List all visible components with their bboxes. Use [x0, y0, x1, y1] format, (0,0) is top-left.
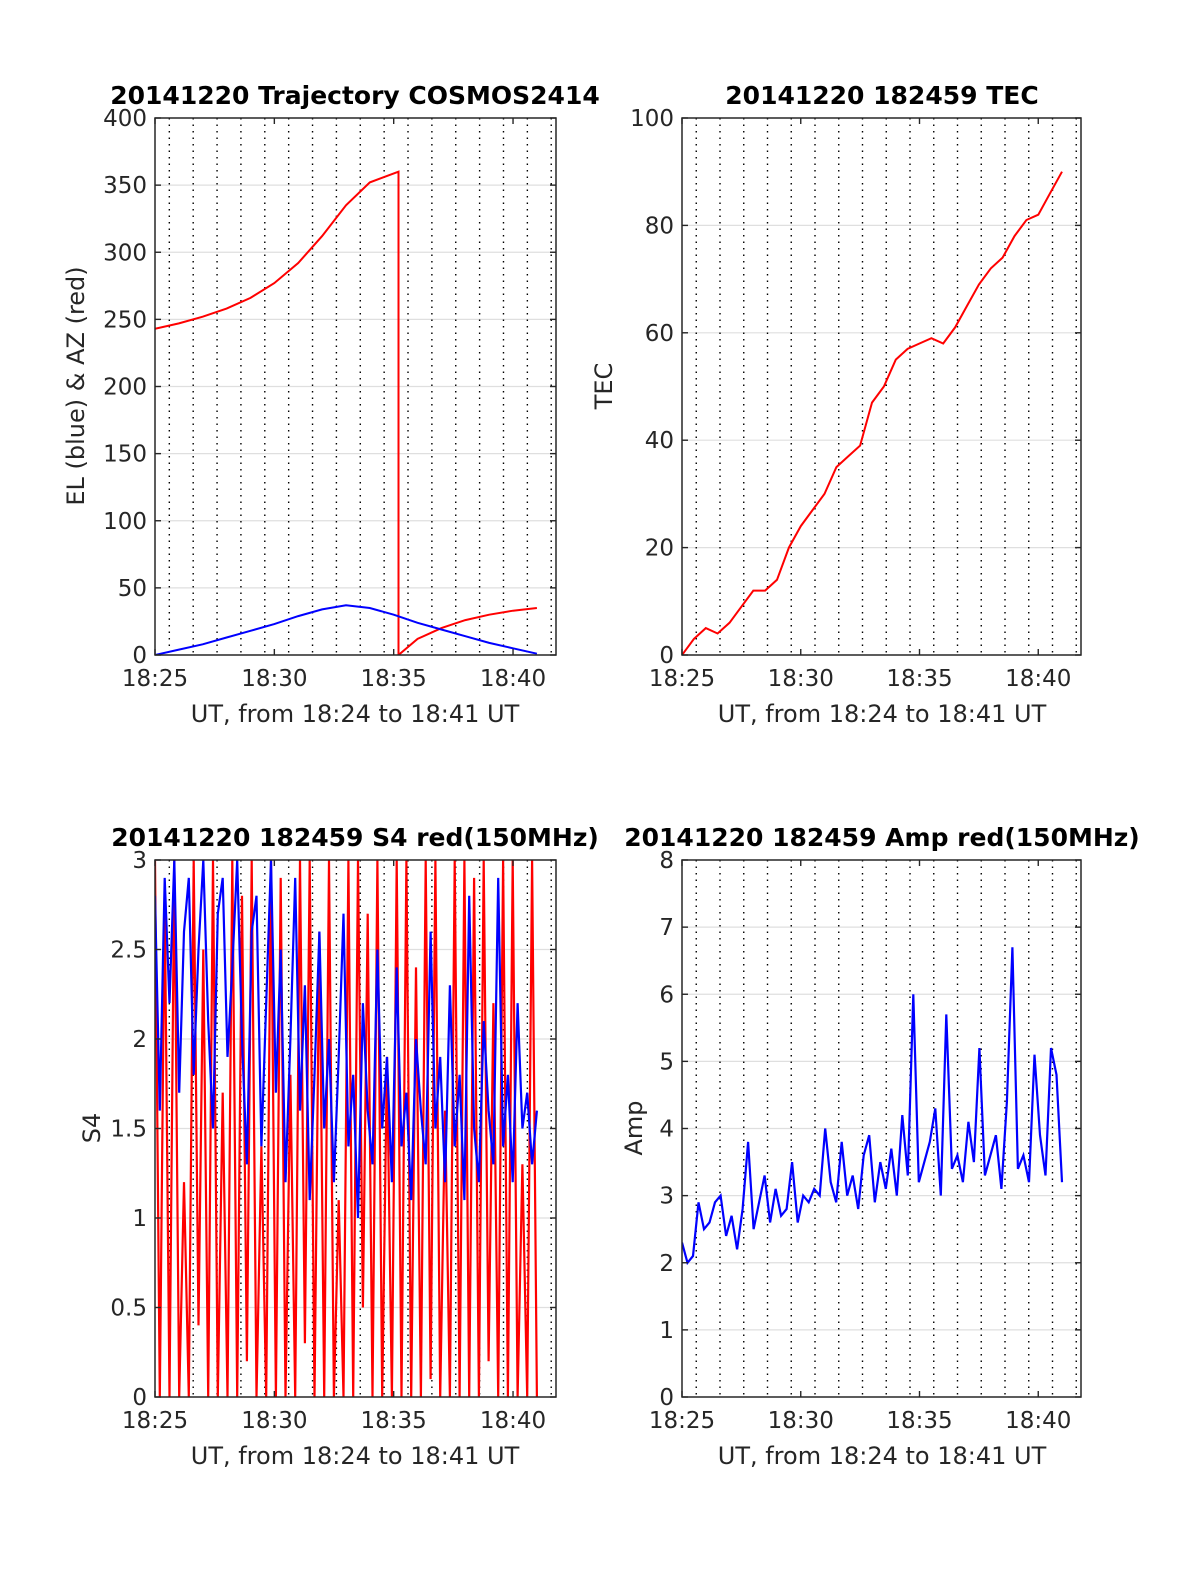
amp-xtick-label: 18:25: [649, 1408, 715, 1434]
tec-ytick-label: 0: [659, 643, 674, 669]
tec-xtick-label: 18:30: [768, 666, 834, 692]
tec-ytick-label: 60: [645, 321, 674, 347]
s4-ytick-label: 1.5: [110, 1117, 147, 1143]
amp-xtick-label: 18:30: [768, 1408, 834, 1434]
amp-ytick-label: 6: [659, 982, 674, 1008]
panel-tec: 20141220 182459 TEC UT, from 18:24 to 18…: [590, 81, 1082, 728]
amp-xtick-label: 18:35: [886, 1408, 952, 1434]
trajectory-ylabel: EL (blue) & AZ (red): [62, 266, 90, 505]
trajectory-series-el: [155, 604, 538, 655]
tec-ytick-label: 100: [630, 106, 674, 132]
amp-ytick-label: 8: [659, 848, 674, 874]
amp-xtick-label: 18:40: [1005, 1408, 1071, 1434]
trajectory-ytick-label: 50: [118, 576, 147, 602]
trajectory-xtick-label: 18:30: [241, 666, 307, 692]
trajectory-ytick-label: 350: [103, 173, 147, 199]
amp-ytick-label: 7: [659, 915, 674, 941]
tec-ytick-label: 80: [645, 213, 674, 239]
amp-ylabel: Amp: [620, 1100, 648, 1155]
s4-ytick-label: 2: [132, 1027, 147, 1053]
panel-s4: 20141220 182459 S4 red(150MHz) UT, from …: [78, 823, 599, 1470]
s4-ytick-label: 1: [132, 1206, 147, 1232]
trajectory-ytick-label: 300: [103, 240, 147, 266]
amp-ytick-label: 4: [659, 1117, 674, 1143]
tec-xlabel: UT, from 18:24 to 18:41 UT: [718, 700, 1047, 728]
trajectory-ytick-label: 100: [103, 509, 147, 535]
trajectory-series-az: [155, 170, 538, 655]
trajectory-ytick-label: 400: [103, 106, 147, 132]
tec-title: 20141220 182459 TEC: [725, 81, 1038, 110]
s4-xtick-label: 18:30: [241, 1408, 307, 1434]
amp-ytick-label: 1: [659, 1318, 674, 1344]
trajectory-ytick-label: 0: [132, 643, 147, 669]
s4-title: 20141220 182459 S4 red(150MHz): [111, 823, 599, 852]
s4-xtick-label: 18:35: [361, 1408, 427, 1434]
s4-ytick-label: 0.5: [110, 1296, 147, 1322]
trajectory-xtick-label: 18:35: [361, 666, 427, 692]
s4-ytick-label: 2.5: [110, 938, 147, 964]
tec-ytick-label: 20: [645, 536, 674, 562]
s4-xtick-label: 18:25: [122, 1408, 188, 1434]
s4-xtick-label: 18:40: [480, 1408, 546, 1434]
panel-trajectory: 20141220 Trajectory COSMOS2414 UT, from …: [62, 81, 600, 728]
amp-xlabel: UT, from 18:24 to 18:41 UT: [718, 1442, 1047, 1470]
s4-ytick-label: 3: [132, 848, 147, 874]
trajectory-ytick-label: 200: [103, 375, 147, 401]
s4-series-s4-blue: [155, 860, 538, 1219]
tec-series-tec: [682, 171, 1063, 655]
amp-ytick-label: 0: [659, 1385, 674, 1411]
tec-ylabel: TEC: [590, 363, 618, 411]
s4-ytick-label: 0: [132, 1385, 147, 1411]
trajectory-title: 20141220 Trajectory COSMOS2414: [110, 81, 600, 110]
panel-amp: 20141220 182459 Amp red(150MHz) UT, from…: [620, 823, 1140, 1470]
amp-series-amp: [682, 947, 1064, 1266]
amp-title: 20141220 182459 Amp red(150MHz): [624, 823, 1140, 852]
tec-xtick-label: 18:25: [649, 666, 715, 692]
trajectory-ytick-label: 250: [103, 307, 147, 333]
amp-ytick-label: 3: [659, 1184, 674, 1210]
tec-axes-box: [681, 117, 1082, 656]
trajectory-xlabel: UT, from 18:24 to 18:41 UT: [191, 700, 520, 728]
amp-ytick-label: 5: [659, 1049, 674, 1075]
tec-xtick-label: 18:40: [1005, 666, 1071, 692]
s4-series-s4-red: [155, 860, 538, 1397]
s4-ylabel: S4: [78, 1113, 106, 1144]
tec-ytick-label: 40: [645, 428, 674, 454]
trajectory-ytick-label: 150: [103, 442, 147, 468]
tec-xtick-label: 18:35: [886, 666, 952, 692]
trajectory-xtick-label: 18:25: [122, 666, 188, 692]
amp-ytick-label: 2: [659, 1251, 674, 1277]
s4-xlabel: UT, from 18:24 to 18:41 UT: [191, 1442, 520, 1470]
trajectory-xtick-label: 18:40: [480, 666, 546, 692]
